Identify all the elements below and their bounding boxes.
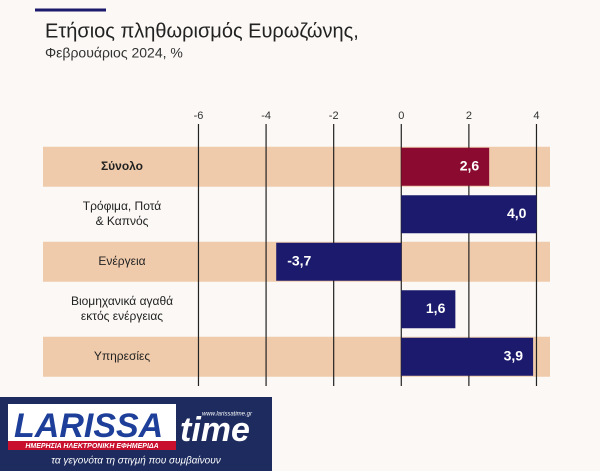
y-tick-label: Ενέργεια [98,254,145,268]
x-tick-label: -4 [261,110,271,122]
bar [401,290,456,329]
logo-box [8,404,176,448]
chart-subtitle: Φεβρουάριος 2024, % [45,45,183,61]
bar [401,147,490,186]
x-tick-label: 2 [466,110,472,122]
value-label: -3,7 [287,252,311,268]
y-tick-label: Σύνολο [101,159,143,173]
x-tick-label: 0 [398,110,404,122]
logo-slogan: τα γεγονότα τη στιγμή που συμβαίνουν [51,455,220,467]
value-label: 3,9 [504,347,524,363]
x-tick-label: -2 [329,110,339,122]
logo: LARISSA time www.larissatime.gr ΗΜΕΡΗΣΙΑ… [0,397,272,471]
bars: 2,6 4,0 -3,7 1,6 3,9 [276,147,537,376]
logo-tagline: ΗΜΕΡΗΣΙΑ ΗΛΕΚΤΡΟΝΙΚΗ ΕΦΗΜΕΡΙΔΑ [25,443,158,450]
y-tick-label: Βιομηχανικά αγαθά [71,294,173,308]
value-label: 1,6 [426,300,446,316]
logo-strip [8,441,176,450]
value-label: 4,0 [507,205,527,221]
logo-url: www.larissatime.gr [202,412,253,418]
y-tick-label: Υπηρεσίες [94,349,151,363]
bar [276,242,402,281]
y-tick-label: & Καπνός [96,214,149,228]
bar [401,195,537,234]
chart-title: Ετήσιος πληθωρισμός Ευρωζώνης, [45,20,359,42]
y-tick-label: εκτός ενέργειας [81,309,163,323]
x-tick-label: -6 [194,110,204,122]
y-tick-label: Τρόφιμα, Ποτά [83,199,162,213]
value-label: 2,6 [460,157,480,173]
logo-name: time [180,411,250,449]
bar [401,337,534,376]
x-tick-label: 4 [533,110,539,122]
logo-name: LARISSA [14,407,163,445]
